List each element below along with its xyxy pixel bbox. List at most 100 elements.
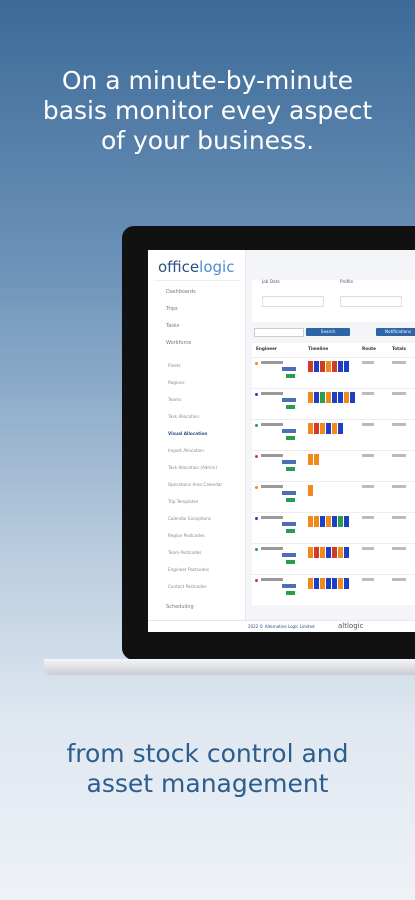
filter-label: Job Date [262, 279, 280, 284]
badge [282, 460, 296, 464]
timeline-block [338, 578, 343, 589]
subnav-item[interactable]: Fleets [168, 363, 181, 368]
totals-text [392, 423, 406, 426]
filter-label: Profile [340, 279, 354, 284]
route-text [362, 516, 374, 519]
timeline-block [308, 578, 313, 589]
divider [154, 280, 240, 281]
copyright: 2022 © Alternative Logic Limited [248, 624, 315, 629]
timeline-block [308, 485, 313, 496]
subnav-item[interactable]: Contact Postcodes [168, 584, 207, 589]
column-header: Totals [392, 346, 406, 351]
status-dot [255, 486, 258, 489]
timeline-block [326, 547, 331, 558]
date-input[interactable] [262, 296, 324, 307]
timeline-block [320, 361, 325, 372]
badge [282, 553, 296, 557]
badge [286, 529, 295, 533]
totals-text [392, 392, 406, 395]
timeline-block [308, 454, 313, 465]
status-dot [255, 548, 258, 551]
timeline-block [344, 392, 349, 403]
timeline-block [326, 423, 331, 434]
badge [286, 498, 295, 502]
timeline-block [326, 361, 331, 372]
subnav-item[interactable]: Import Allocation [168, 448, 204, 453]
app-screen: officelogic Dashboards Trips Tasks Workforc… [148, 250, 415, 632]
subnav-item[interactable]: Task Allocation [168, 414, 200, 419]
subnav-item[interactable]: Teams [168, 397, 182, 402]
column-header: Route [362, 346, 376, 351]
profile-select[interactable] [340, 296, 402, 307]
totals-text [392, 547, 406, 550]
status-dot [255, 393, 258, 396]
timeline-block [320, 423, 325, 434]
subnav-item[interactable]: Regions [168, 380, 185, 385]
badge [286, 467, 295, 471]
engineer-name [261, 578, 283, 581]
timeline-block [332, 361, 337, 372]
badge [282, 429, 296, 433]
badge [282, 367, 296, 371]
brand: altlogic [338, 622, 364, 630]
badge [286, 436, 295, 440]
search-button[interactable]: Search [306, 328, 350, 336]
row-divider [252, 388, 415, 389]
headline-line: On a minute-by-minute [61, 66, 354, 95]
timeline-block [314, 454, 319, 465]
timeline-block [326, 578, 331, 589]
timeline-block [314, 392, 319, 403]
totals-text [392, 454, 406, 457]
timeline-block [320, 547, 325, 558]
timeline-block [314, 578, 319, 589]
timeline-block [338, 423, 343, 434]
timeline-block [320, 578, 325, 589]
route-text [362, 547, 374, 550]
subnav-item[interactable]: Engineer Postcodes [168, 567, 210, 572]
subnav-item[interactable]: Visual Allocation [168, 431, 208, 436]
row-divider [252, 574, 415, 575]
timeline-block [308, 516, 313, 527]
subnav-item[interactable]: Region Postcodes [168, 533, 205, 538]
engineer-name [261, 547, 283, 550]
timeline-block [320, 516, 325, 527]
route-text [362, 578, 374, 581]
headline-line: of your business. [100, 126, 315, 155]
nav-item[interactable]: Dashboards [166, 289, 196, 295]
row-divider [252, 512, 415, 513]
engineer-name [261, 516, 283, 519]
subnav-item[interactable]: Task Allocation (Admin) [168, 465, 217, 470]
engineer-name [261, 392, 283, 395]
timeline-block [332, 516, 337, 527]
route-text [362, 423, 374, 426]
status-dot [255, 455, 258, 458]
logo-text: office [158, 258, 200, 276]
engineer-name [261, 423, 283, 426]
notifications-button[interactable]: Notifications [376, 328, 415, 336]
totals-text [392, 485, 406, 488]
subnav-item[interactable]: Operations Area Calendar [168, 482, 223, 487]
timeline-block [332, 547, 337, 558]
subnav-item[interactable]: Calendar Exceptions [168, 516, 211, 521]
engineer-filter[interactable] [254, 328, 304, 337]
nav-item[interactable]: Tasks [166, 323, 180, 329]
logo: officelogic [158, 258, 234, 276]
row-divider [252, 450, 415, 451]
timeline-block [332, 423, 337, 434]
timeline-block [338, 516, 343, 527]
badge [282, 522, 296, 526]
badge [286, 374, 295, 378]
nav-item[interactable]: Workforce [166, 340, 192, 346]
timeline-block [308, 423, 313, 434]
timeline-block [314, 516, 319, 527]
nav-item[interactable]: Trips [166, 306, 178, 312]
subnav-item[interactable]: Team Postcodes [168, 550, 202, 555]
nav-item[interactable]: Scheduling [166, 604, 194, 610]
timeline-block [338, 547, 343, 558]
laptop-base [44, 659, 415, 675]
badge [282, 398, 296, 402]
timeline-block [344, 516, 349, 527]
subnav-item[interactable]: Trip Templates [168, 499, 199, 504]
timeline-block [320, 392, 325, 403]
